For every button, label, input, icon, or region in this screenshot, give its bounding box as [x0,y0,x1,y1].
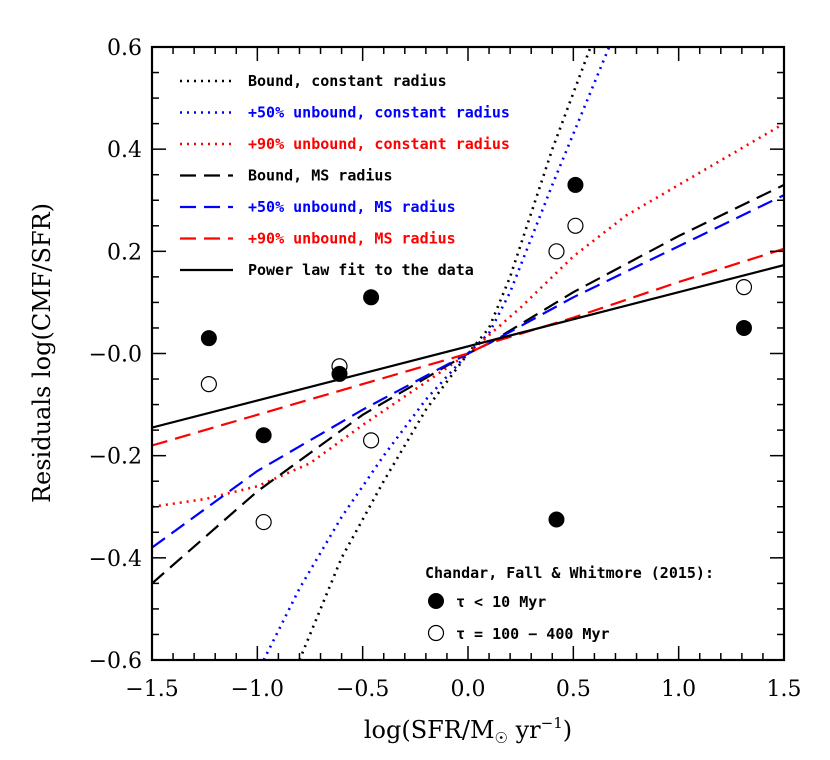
data-points [200,176,753,531]
legend-marker-old [427,624,445,642]
legend: Bound, constant radius +50% unbound, cons… [180,72,510,279]
x-tick-label: 0.0 [451,677,486,702]
y-tick-label: 0.4 [107,138,142,163]
plot-frame [150,45,786,662]
legend-marker-young [428,593,444,609]
y-tick-label: −0.2 [89,445,142,470]
x-tick-label: −0.5 [336,677,389,702]
point-old-4 [548,243,565,260]
plot-lines [152,47,784,660]
point-young-6 [735,319,752,336]
legend-label-5: +90% unbound, MS radius [248,230,456,248]
legend-label-1: +50% unbound, constant radius [248,104,510,122]
x-tick-label: −1.0 [231,677,284,702]
legend-label-6: Power law fit to the data [248,261,474,279]
point-old-0 [200,376,217,393]
point-young-2 [331,365,348,382]
legend-label-3: Bound, MS radius [248,167,393,185]
y-axis-title: Residuals log(CMF/SFR) [28,203,56,503]
y-tick-label: 0.2 [107,240,142,265]
legend-label-2: +90% unbound, constant radius [248,135,510,153]
legend-label-young: τ < 10 Myr [456,593,546,611]
series-line-6 [152,264,784,429]
legend-label-old: τ = 100 − 400 Myr [456,625,610,643]
source-annotation: Chandar, Fall & Whitmore (2015): [425,564,714,582]
series-line-1 [262,47,611,660]
x-tick-label: −1.5 [125,677,178,702]
point-young-5 [567,176,584,193]
x-tick-label: 1.5 [767,677,802,702]
point-old-3 [362,432,380,449]
x-axis-title: log(SFR/M☉ yr−1) [364,714,572,747]
series-line-0 [298,47,592,660]
y-tick-label: −0.6 [89,649,142,674]
legend-label-0: Bound, constant radius [248,72,447,90]
legend-label-4: +50% unbound, MS radius [248,198,456,216]
point-young-3 [363,289,380,306]
series-line-4 [152,194,784,549]
y-tick-label: 0.6 [107,36,142,61]
point-young-1 [255,427,272,444]
x-tick-label: 1.0 [661,677,696,702]
series-line-2 [152,122,784,509]
point-old-5 [567,217,584,234]
point-old-1 [255,513,272,531]
x-tick-label: 0.5 [556,677,591,702]
series-line-5 [152,247,784,447]
point-young-0 [200,330,217,347]
point-old-6 [735,278,753,296]
y-tick-label: −0.0 [89,343,142,368]
point-young-4 [548,511,565,528]
series-line-3 [152,183,784,585]
y-tick-label: −0.4 [89,547,142,572]
tick-labels: −1.5 −1.0 −0.5 0.0 0.5 1.0 1.5 −0.6 −0.4 −0.2 −0.0… [89,36,802,702]
